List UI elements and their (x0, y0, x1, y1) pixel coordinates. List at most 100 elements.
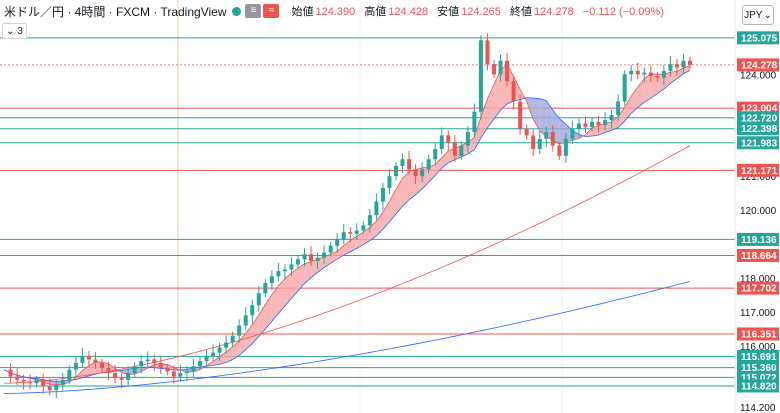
candle-body (478, 40, 483, 112)
candle-body (603, 120, 608, 126)
candle-body (465, 132, 470, 146)
candle-body (341, 232, 346, 239)
candle-body (113, 373, 118, 379)
candle-body (237, 325, 242, 336)
candle-body (524, 128, 529, 136)
candle-body (550, 132, 555, 146)
candle-body (492, 64, 496, 75)
indicator-count: 3 (17, 25, 23, 37)
candle-body (407, 159, 412, 170)
band-segment (494, 70, 501, 120)
candle-body (688, 60, 692, 65)
band-segment (644, 73, 651, 103)
price-label-box (737, 349, 779, 363)
candle-body (400, 159, 405, 166)
candle-body (256, 293, 261, 306)
candle-body (41, 379, 46, 387)
band-segment (592, 125, 599, 137)
candle-body (302, 254, 307, 260)
band-segment (284, 272, 292, 306)
wave-icon[interactable]: ≈ (263, 4, 280, 18)
axis-tick-label: 118.000 (740, 274, 776, 285)
band-segment (539, 98, 547, 137)
candle-body (531, 135, 536, 149)
candle-body (570, 128, 575, 139)
cloud-band (4, 64, 690, 385)
candle-body (80, 356, 85, 363)
price-label: 121.983 (741, 138, 778, 149)
chevron-down-icon: ⌄ (763, 9, 772, 21)
ma-fast-line (3, 63, 691, 386)
candle-body (211, 352, 216, 357)
candle-body (583, 123, 588, 127)
ohlc-readout: 始値 124.390 高値 124.428 安値 124.265 終値 124.278 … (291, 3, 669, 19)
candle-body (15, 376, 20, 380)
axis-tick-label: 121.000 (740, 172, 777, 183)
band-segment (402, 171, 410, 207)
candle-body (126, 373, 131, 380)
close-value: 124.278 (533, 6, 574, 18)
candle-body (139, 361, 144, 367)
candle-body (354, 230, 359, 234)
candle-body (86, 356, 91, 360)
price-label: 118.664 (741, 251, 777, 262)
list-icon[interactable]: ≡ (245, 4, 262, 18)
candle-body (309, 254, 314, 262)
band-segment (670, 71, 677, 84)
candle-body (335, 238, 340, 246)
axis-tick-label: 114.200 (740, 403, 776, 413)
band-segment (389, 189, 396, 222)
candle-body (47, 386, 52, 391)
axis-ticks: 124.000 121.000 120.000 118.000 117.000 116.0… (740, 70, 777, 413)
symbol-title[interactable]: 米ドル／円 · 4時間 · FXCM · TradingView (4, 4, 227, 19)
candle-body (243, 315, 248, 326)
price-label: 119.136 (741, 235, 777, 246)
candle-body (576, 123, 581, 129)
axis-tick-label: 116.000 (740, 342, 776, 353)
candle-body (100, 362, 104, 368)
band-segment (637, 78, 645, 108)
chart-header: 米ドル／円 · 4時間 · FXCM · TradingView ≡ ≈ 始値 1… (0, 0, 735, 22)
candle-body (361, 225, 366, 231)
price-label: 114.820 (741, 381, 777, 392)
price-label: 115.072 (741, 373, 777, 384)
candle-body (178, 373, 183, 377)
candle-body (635, 70, 640, 75)
candle-body (374, 201, 379, 216)
price-label: 122.720 (741, 113, 778, 124)
candle-body (269, 276, 274, 284)
ma-long-line (3, 281, 691, 394)
price-label-box (737, 248, 779, 262)
candle-body (132, 366, 137, 374)
currency-selector[interactable]: JPY ⌄ (742, 5, 774, 25)
candle-body (629, 70, 634, 75)
band-segment (631, 87, 638, 114)
candle-body (250, 305, 255, 316)
high-value: 124.428 (388, 6, 429, 18)
indicator-toggle[interactable]: ⌄ 3 (2, 23, 27, 39)
band-segment (382, 201, 390, 230)
price-label: 122.398 (741, 124, 778, 135)
candle-body (648, 72, 653, 77)
candle-body (54, 384, 59, 391)
candle-body (191, 366, 196, 372)
band-segment (559, 118, 566, 145)
candle-body (655, 76, 660, 78)
price-label: 117.702 (741, 284, 777, 295)
candle-body (367, 215, 372, 226)
candle-body (8, 369, 13, 377)
candle-body (322, 252, 327, 258)
candle-body (34, 379, 39, 384)
candles (8, 33, 692, 399)
price-label-box (737, 163, 779, 177)
change-value: −0.112 (−0.09%) (582, 6, 664, 18)
axis-tick-label: 124.000 (740, 70, 777, 81)
low-label: 安値 (437, 6, 460, 18)
candle-body (380, 188, 385, 202)
moving-averages (3, 63, 691, 394)
band-segment (474, 117, 481, 150)
band-segment (350, 236, 357, 252)
candle-body (289, 264, 294, 270)
